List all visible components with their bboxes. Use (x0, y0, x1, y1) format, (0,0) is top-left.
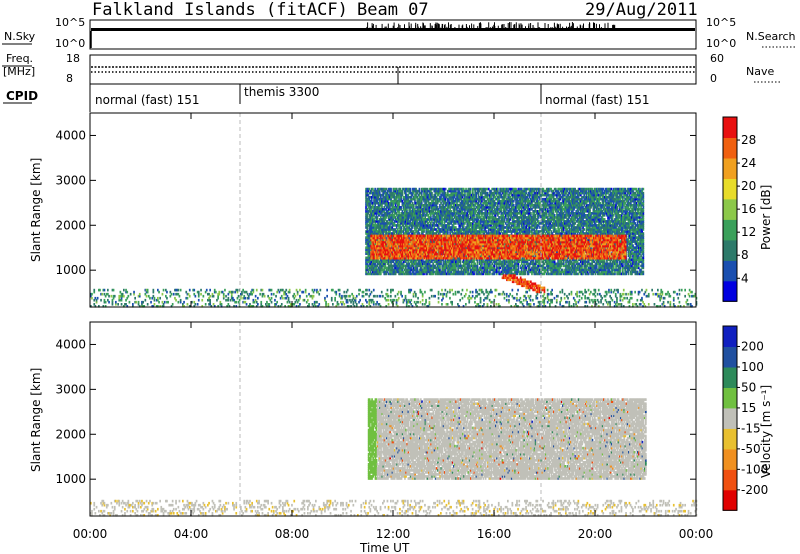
cpid-segment-1: normal (fast) 151 (95, 93, 199, 107)
freq-unit: [MHz] (3, 65, 35, 78)
nave-tick-bottom: 0 (710, 72, 717, 85)
freq-label: Freq. (6, 52, 33, 65)
heatmap-cell (410, 188, 412, 191)
cpid-segment-3: normal (fast) 151 (545, 93, 649, 107)
nave-label: Nave (746, 65, 774, 78)
cpid-row: CPID normal (fast) 151 themis 3300 norma… (3, 84, 649, 112)
site-title: Falkland Islands (fitACF) (92, 0, 348, 20)
cpid-segment-2: themis 3300 (244, 85, 319, 99)
heatmap-cell (419, 188, 421, 191)
nave-tick-top: 60 (710, 52, 724, 65)
heatmap-cell (445, 188, 447, 191)
freq-tick-top: 18 (66, 52, 80, 65)
nsky-tick-top: 10^5 (55, 16, 85, 29)
nsearch-tick-top: 10^5 (706, 16, 736, 29)
date-label: 29/Aug/2011 (585, 0, 698, 20)
cpid-label: CPID (6, 89, 38, 103)
nsky-panel: N.Sky 10^5 10^0 10^5 10^0 N.Search (2, 16, 796, 50)
heatmap-cell (470, 188, 472, 191)
freq-tick-bottom: 8 (66, 72, 73, 85)
heatmap-cell (390, 188, 392, 191)
beam-label: Beam 07 (357, 0, 429, 20)
nsky-label: N.Sky (4, 30, 36, 43)
heatmap-cell (431, 192, 433, 195)
nsky-tick-bottom: 10^0 (55, 37, 85, 50)
nsearch-tick-bottom: 10^0 (706, 37, 736, 50)
freq-panel: Freq. [MHz] 18 8 60 0 Nave (2, 52, 782, 85)
power-heatmap (90, 188, 697, 308)
heatmap-cell (497, 188, 499, 191)
nsearch-label: N.Search (746, 30, 796, 43)
